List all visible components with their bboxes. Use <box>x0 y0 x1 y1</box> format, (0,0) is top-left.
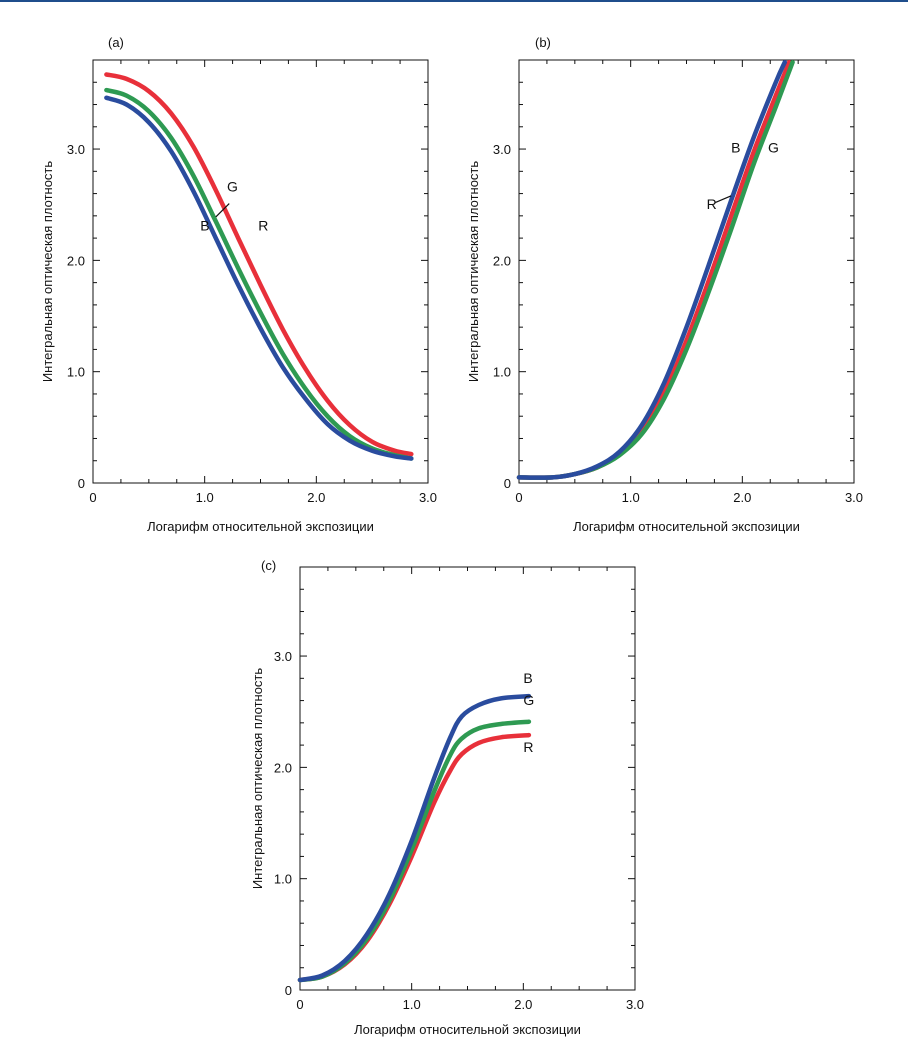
top-rule <box>0 0 908 2</box>
y-tick-label: 0 <box>78 476 85 491</box>
x-tick-label: 2.0 <box>307 490 325 505</box>
y-tick-label: 1.0 <box>493 365 511 380</box>
y-tick-label: 0 <box>285 983 292 998</box>
curve-label-r: R <box>523 739 533 755</box>
x-tick-label: 1.0 <box>622 490 640 505</box>
curve-label-g: G <box>227 178 238 194</box>
y-tick-label: 2.0 <box>67 253 85 268</box>
curve-label-g: G <box>768 139 779 155</box>
y-tick-label: 3.0 <box>493 142 511 157</box>
series-line-g <box>104 87 414 461</box>
chart-panel-c: 0 1.0 2.0 3.0 0 1.0 2.0 3.0 (c) Логарифм относите… <box>250 558 644 1037</box>
series-line-b <box>516 59 788 480</box>
x-axis-label: Логарифм относительной экспозиции <box>354 1022 581 1037</box>
x-tick-label: 3.0 <box>845 490 863 505</box>
x-tick-label: 3.0 <box>419 490 437 505</box>
curve-label-b: B <box>200 217 209 233</box>
y-tick-label: 2.0 <box>493 253 511 268</box>
x-tick-label: 2.0 <box>733 490 751 505</box>
x-tick-label: 0 <box>296 997 303 1012</box>
x-axis-label: Логарифм относительной экспозиции <box>573 519 800 534</box>
chart-panel-b: 0 1.0 2.0 3.0 0 1.0 2.0 3.0 (b) Логарифм относите… <box>466 35 863 534</box>
curve-label-b: B <box>731 139 740 155</box>
y-tick-label: 2.0 <box>274 760 292 775</box>
series-line-r <box>104 72 414 457</box>
curve-label-r: R <box>707 196 717 212</box>
y-tick-label: 0 <box>504 476 511 491</box>
series-line-b <box>104 95 414 461</box>
x-tick-label: 2.0 <box>514 997 532 1012</box>
plot-frame <box>518 59 855 484</box>
leader-line <box>715 195 732 204</box>
y-tick-label: 3.0 <box>67 142 85 157</box>
series-line-r <box>297 732 532 983</box>
curve-label-b: B <box>523 670 532 686</box>
series-line-g <box>516 59 795 480</box>
plot-frame <box>299 566 636 991</box>
series-line-b <box>297 693 532 983</box>
y-axis-label: Интегральная оптическая плотность <box>40 161 55 383</box>
x-axis-label: Логарифм относительной экспозиции <box>147 519 374 534</box>
x-tick-label: 1.0 <box>403 997 421 1012</box>
chart-panel-a: 0 1.0 2.0 3.0 0 1.0 2.0 3.0 (a) Логарифм относите… <box>40 35 437 534</box>
curve-label-g: G <box>523 692 534 708</box>
y-axis-label: Интегральная оптическая плотность <box>466 161 481 383</box>
y-tick-label: 1.0 <box>67 365 85 380</box>
panel-label: (a) <box>108 35 124 50</box>
y-tick-label: 3.0 <box>274 649 292 664</box>
curve-label-r: R <box>258 217 268 233</box>
x-tick-label: 3.0 <box>626 997 644 1012</box>
x-tick-label: 0 <box>89 490 96 505</box>
x-tick-label: 1.0 <box>196 490 214 505</box>
panel-label: (b) <box>535 35 551 50</box>
y-axis-label: Интегральная оптическая плотность <box>250 668 265 890</box>
leader-line <box>215 203 230 218</box>
y-tick-label: 1.0 <box>274 872 292 887</box>
panel-label: (c) <box>261 558 276 573</box>
plot-frame <box>92 59 429 484</box>
x-tick-label: 0 <box>515 490 522 505</box>
